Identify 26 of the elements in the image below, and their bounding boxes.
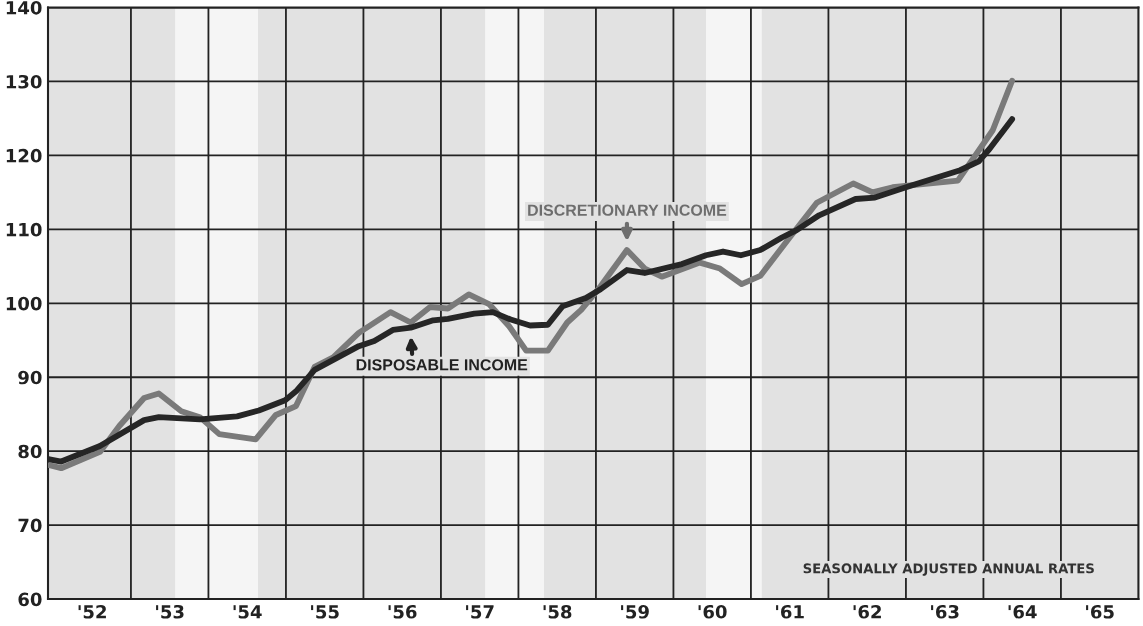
y-tick-label: 120 [6,148,42,163]
y-tick-label: 100 [6,296,42,311]
y-tick-label: 110 [6,222,42,237]
x-tick-label: '62 [853,604,881,619]
x-tick-label: '60 [698,604,727,619]
x-tick-label: '53 [156,604,184,619]
y-tick-label: 90 [18,370,42,385]
x-tick-label: '55 [311,605,339,619]
annotation: DISPOSABLE INCOME [356,359,528,371]
x-tick-label: '61 [776,604,804,619]
x-tick-label: '54 [233,605,262,619]
x-tick-label: '56 [388,604,417,619]
x-tick-label: '63 [931,604,959,619]
x-tick-label: '52 [78,604,106,619]
y-tick-label: 60 [18,592,42,607]
annotation: SEASONALLY ADJUSTED ANNUAL RATES [803,563,1094,576]
x-tick-label: '65 [1086,604,1114,619]
y-tick-label: 130 [6,74,42,89]
y-tick-label: 140 [6,0,42,15]
x-tick-label: '57 [466,605,494,619]
y-tick-label: 80 [18,444,42,459]
x-tick-label: '59 [621,604,649,619]
x-tick-label: '58 [543,604,572,619]
annotation: DISCRETIONARY INCOME [528,204,727,216]
y-tick-label: 70 [18,518,42,533]
x-tick-label: '64 [1008,604,1037,619]
